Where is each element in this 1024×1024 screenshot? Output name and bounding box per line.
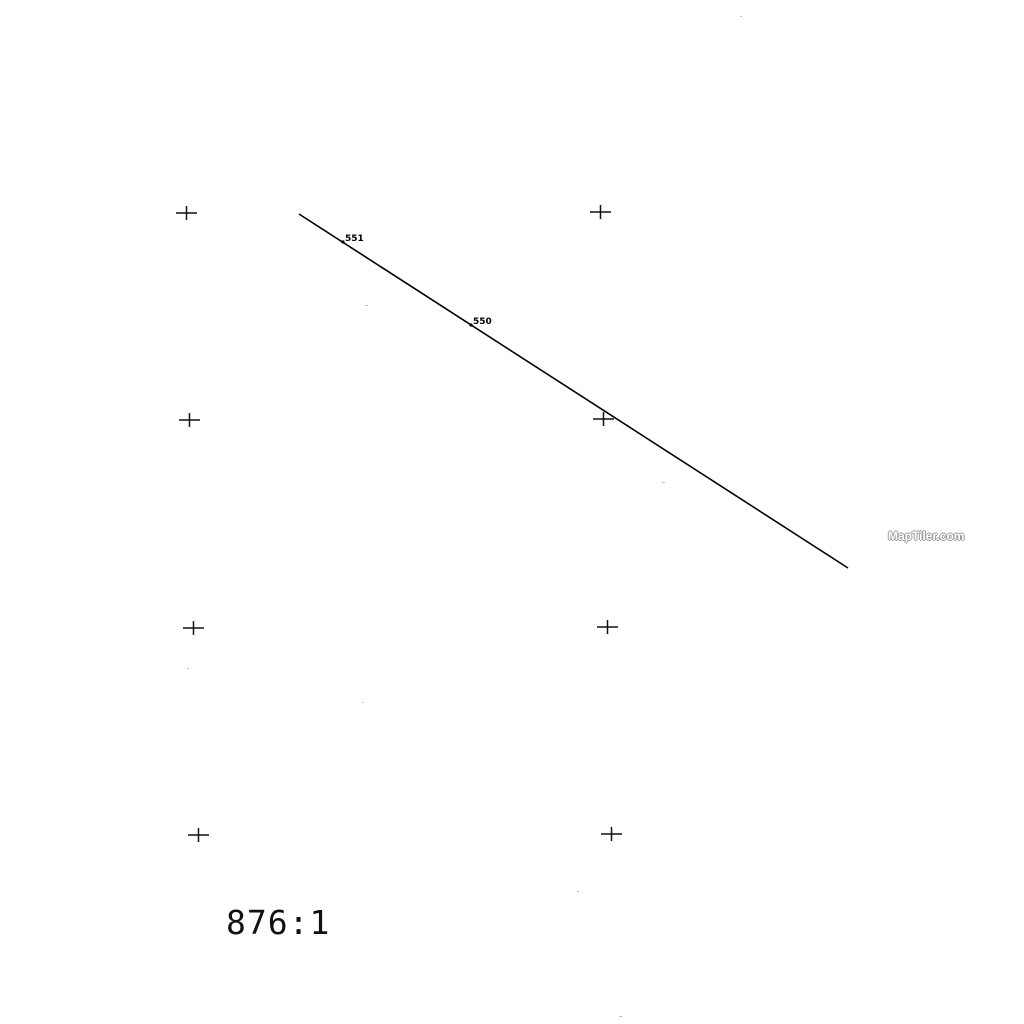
station-551[interactable]: 551 — [341, 234, 363, 244]
map-attribution[interactable]: MapTiler.com — [888, 529, 964, 543]
station-550[interactable]: 550 — [469, 317, 491, 327]
scale-ratio-label: 876:1 — [226, 903, 330, 942]
station-label: 550 — [473, 317, 492, 327]
station-label: 551 — [345, 234, 364, 244]
